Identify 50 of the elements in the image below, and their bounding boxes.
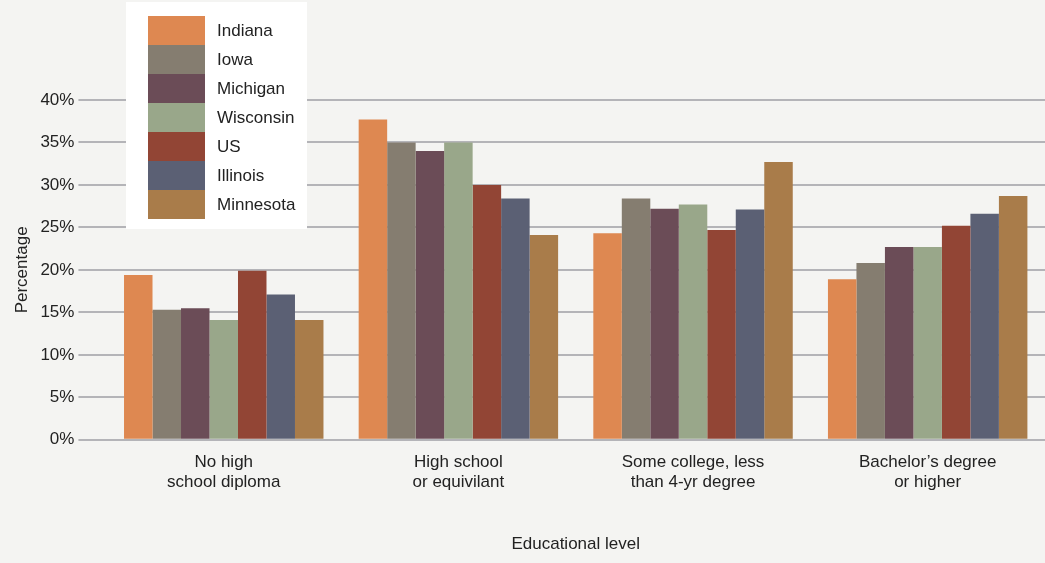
bar <box>593 233 622 439</box>
bar <box>884 246 914 439</box>
bar <box>501 198 530 439</box>
bar <box>124 275 153 439</box>
y-tick-label: 10% <box>40 344 75 364</box>
bar <box>678 204 708 439</box>
x-tick-label: Bachelor’s degree or higher <box>859 451 997 492</box>
legend-label: US <box>217 136 241 157</box>
bar <box>735 209 765 439</box>
x-tick-label: No high school diploma <box>167 451 281 492</box>
bar <box>181 308 210 439</box>
bar <box>941 225 971 439</box>
bar <box>856 263 885 439</box>
bar <box>764 162 793 439</box>
legend-label: Illinois <box>217 165 265 186</box>
bar <box>294 320 324 439</box>
x-tick-label: High school or equivilant <box>412 451 505 492</box>
bar <box>209 320 238 439</box>
bar <box>472 184 502 439</box>
y-tick-label: 5% <box>49 387 75 407</box>
bar <box>358 119 388 439</box>
bar <box>970 213 999 439</box>
bar <box>998 195 1028 439</box>
bar <box>152 309 182 439</box>
bar <box>827 279 857 439</box>
y-axis-title: Percentage <box>11 226 31 314</box>
bar <box>707 229 736 439</box>
x-tick-label: Some college, less than 4-yr degree <box>621 451 765 492</box>
legend-label: Wisconsin <box>217 107 295 128</box>
bar <box>415 150 445 439</box>
legend-label: Minnesota <box>217 194 296 215</box>
y-tick-label: 20% <box>40 259 75 279</box>
y-tick-label: 25% <box>40 217 75 237</box>
bar <box>621 198 651 439</box>
bar <box>387 142 416 439</box>
bar <box>237 270 267 439</box>
y-tick-label: 15% <box>40 302 75 322</box>
y-tick-label: 40% <box>40 89 75 109</box>
y-tick-label: 30% <box>40 174 75 194</box>
bar <box>913 246 942 439</box>
y-tick-label: 35% <box>40 132 75 152</box>
bar <box>266 294 295 439</box>
y-tick-label: 0% <box>49 429 75 449</box>
legend-label: Indiana <box>217 20 273 41</box>
x-axis-title: Educational level <box>511 534 640 554</box>
bar <box>529 235 559 439</box>
legend-label: Michigan <box>217 78 286 99</box>
bar <box>650 208 679 439</box>
bar <box>444 142 473 439</box>
legend-label: Iowa <box>217 49 253 70</box>
